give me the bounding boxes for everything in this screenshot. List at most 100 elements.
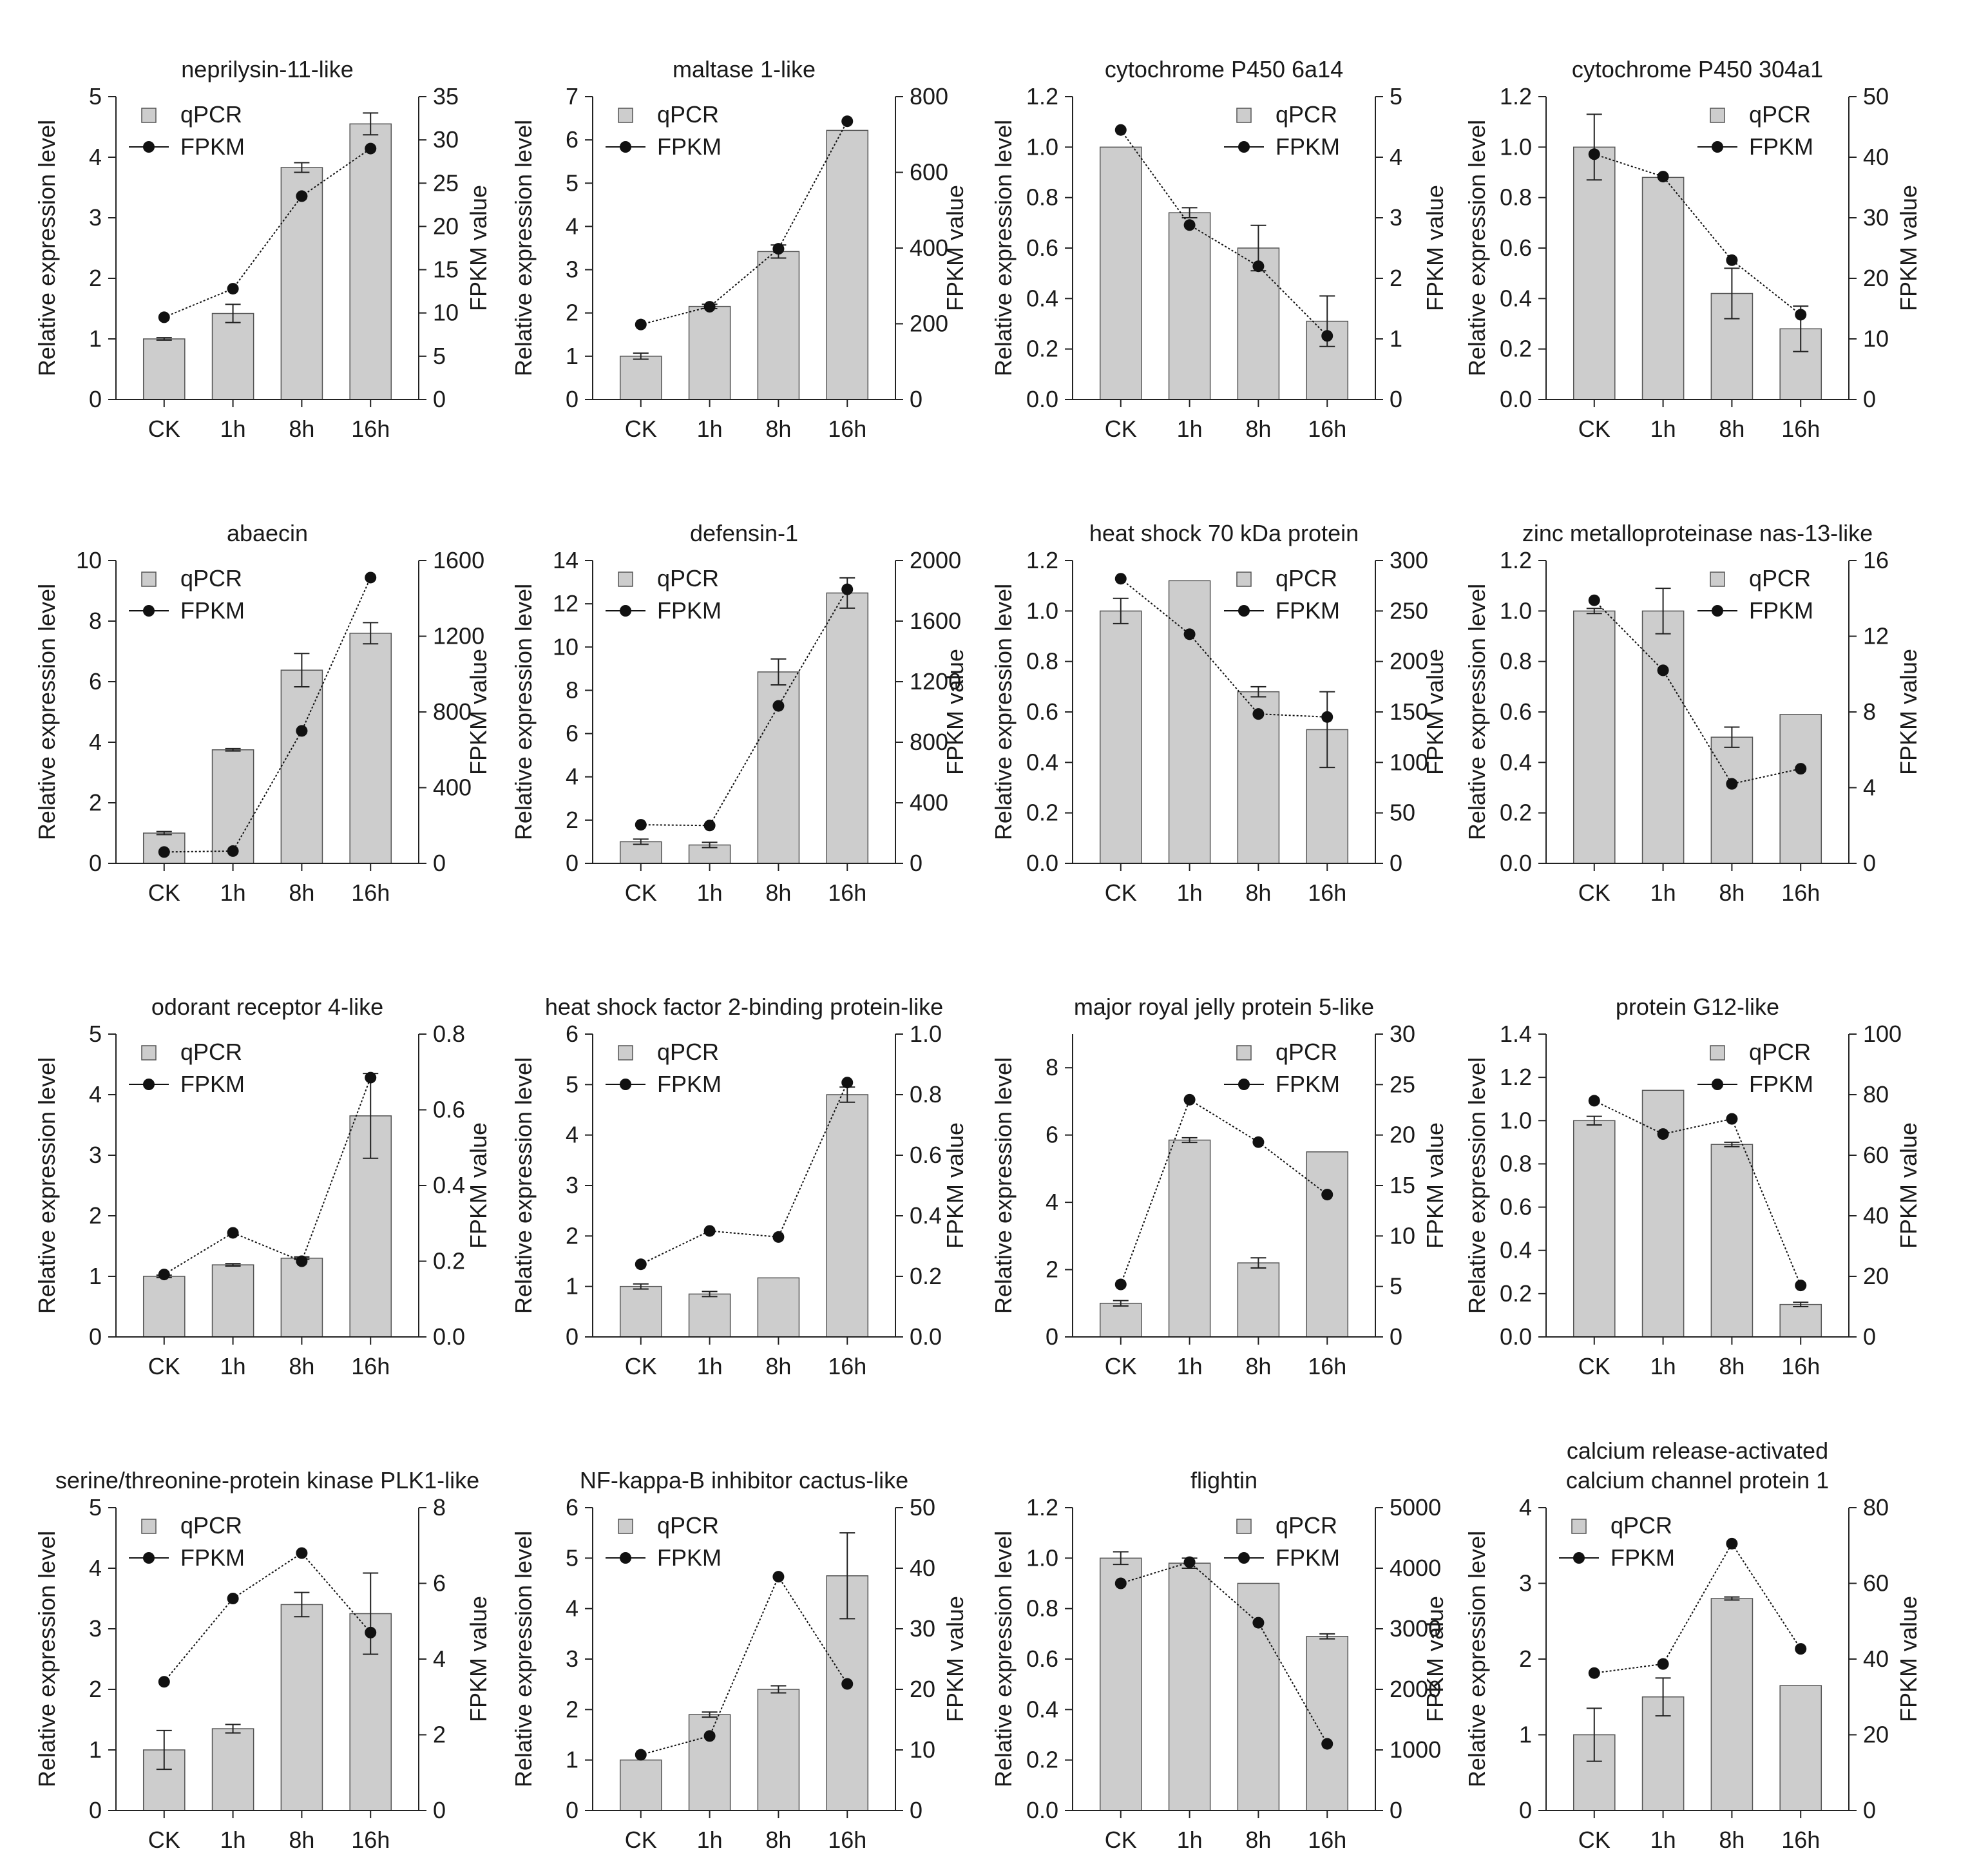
legend-swatch-qpcr	[1571, 1519, 1587, 1534]
y-tick-label: 0.2	[1026, 800, 1058, 826]
x-tick-label: 8h	[765, 879, 791, 906]
fpkm-point	[1252, 708, 1265, 720]
fpkm-line	[1594, 153, 1801, 316]
x-tick-label: 16h	[351, 879, 390, 906]
fpkm-point	[227, 1227, 239, 1239]
fpkm-point	[296, 190, 308, 202]
bar	[1641, 177, 1685, 400]
y2-tick-label: 20	[433, 213, 459, 239]
y2-tick-label: 10	[1390, 1222, 1415, 1249]
fpkm-line	[1120, 1099, 1328, 1285]
y2-tick-label: 50	[1390, 800, 1415, 826]
fpkm-point	[1588, 1667, 1600, 1679]
legend-label-qpcr: qPCR	[1276, 101, 1337, 128]
y-tick-label: 1	[566, 1747, 578, 1773]
y2-tick-label: 5	[433, 343, 446, 369]
x-tick-label: 8h	[1719, 416, 1744, 442]
legend-label-qpcr: qPCR	[1276, 565, 1337, 591]
y-tick-label: 0.2	[1026, 1747, 1058, 1773]
chart-panel-10: heat shock factor 2-binding protein-like…	[510, 994, 968, 1379]
bar	[826, 592, 869, 864]
y-tick-label: 0	[566, 1323, 578, 1350]
y2-tick-label: 0	[910, 386, 922, 412]
fpkm-point	[1795, 763, 1807, 775]
y-tick-label: 5	[89, 83, 102, 110]
y-tick-label: 7	[566, 83, 578, 110]
y2-tick-label: 12	[1863, 623, 1889, 649]
bar	[349, 123, 392, 400]
y2-tick-label: 10	[433, 300, 459, 326]
x-tick-label: 16h	[1781, 1827, 1820, 1853]
legend-swatch-qpcr	[618, 108, 633, 123]
fpkm-point	[1657, 1128, 1669, 1140]
x-tick-label: 1h	[697, 1827, 723, 1853]
legend-marker-fpkm	[1238, 1552, 1250, 1564]
y-tick-label: 8	[1046, 1054, 1058, 1080]
left-axis-label: Relative expression level	[33, 1531, 60, 1787]
y2-tick-label: 400	[910, 789, 948, 816]
left-axis-label: Relative expression level	[510, 1057, 537, 1314]
y2-tick-label: 600	[910, 159, 948, 186]
x-tick-label: 8h	[1245, 416, 1271, 442]
chart-title: odorant receptor 4-like	[151, 994, 383, 1020]
bar	[1306, 1636, 1349, 1811]
y-tick-label: 0.0	[1026, 386, 1058, 412]
right-axis-label: FPKM value	[942, 1596, 968, 1722]
legend-marker-fpkm	[620, 141, 631, 153]
fpkm-point	[772, 1571, 785, 1583]
chart-panel-4: cytochrome P450 304a1 0.0 0.2 0.4 0.6 0.8 1.0 1…	[1464, 56, 1922, 442]
x-tick-label: 8h	[1245, 879, 1271, 906]
y-tick-label: 0.6	[1026, 235, 1058, 261]
bar	[1641, 1090, 1685, 1338]
y-tick-label: 1.0	[1026, 133, 1058, 160]
y-tick-label: 0	[89, 850, 102, 876]
legend-label-qpcr: qPCR	[657, 565, 719, 591]
y2-tick-label: 400	[433, 774, 472, 801]
left-axis-label: Relative expression level	[1464, 1531, 1490, 1787]
y-tick-label: 10	[553, 633, 578, 660]
x-tick-label: 16h	[351, 1353, 390, 1379]
chart-title: maltase 1-like	[673, 56, 816, 82]
x-tick-label: CK	[1105, 416, 1137, 442]
y-tick-label: 0	[1519, 1797, 1532, 1823]
chart-title: abaecin	[227, 520, 308, 546]
left-axis-label: Relative expression level	[1464, 1057, 1490, 1314]
bar	[1168, 580, 1211, 864]
bar	[619, 841, 662, 864]
y-tick-label: 1.2	[1026, 547, 1058, 573]
x-tick-label: 16h	[1308, 1353, 1346, 1379]
right-axis-label: FPKM value	[465, 649, 492, 775]
y-tick-label: 0.4	[1026, 1696, 1058, 1722]
chart-title: cytochrome P450 304a1	[1572, 56, 1823, 82]
bar	[1168, 1562, 1211, 1811]
x-tick-label: 16h	[1308, 879, 1346, 906]
y2-tick-label: 80	[1863, 1081, 1889, 1108]
y-tick-label: 2	[566, 300, 578, 326]
fpkm-line	[640, 120, 848, 325]
y-tick-label: 0.8	[1500, 184, 1532, 211]
legend-label-fpkm: FPKM	[1276, 1071, 1340, 1097]
y2-tick-label: 0.6	[910, 1142, 942, 1168]
y-tick-label: 0.6	[1500, 235, 1532, 261]
y2-tick-label: 0	[433, 1797, 446, 1823]
y-tick-label: 5	[566, 169, 578, 196]
y-tick-label: 0.4	[1026, 285, 1058, 311]
bar	[1099, 1557, 1142, 1811]
legend-swatch-qpcr	[1236, 108, 1252, 123]
legend-label-qpcr: qPCR	[180, 1512, 242, 1539]
fpkm-line	[1594, 599, 1801, 785]
x-tick-label: CK	[1105, 879, 1137, 906]
y2-tick-label: 0	[1863, 850, 1876, 876]
bar	[757, 1277, 800, 1338]
y-tick-label: 1.0	[1026, 1544, 1058, 1571]
x-tick-label: 8h	[289, 1353, 314, 1379]
y2-tick-label: 800	[910, 729, 948, 755]
chart-title: protein G12-like	[1616, 994, 1779, 1020]
y2-tick-label: 0.4	[433, 1172, 465, 1198]
y-tick-label: 5	[566, 1544, 578, 1571]
chart-title: major royal jelly protein 5-like	[1074, 994, 1374, 1020]
right-axis-label: FPKM value	[1422, 649, 1448, 775]
y-tick-label: 4	[89, 144, 102, 170]
x-tick-label: 8h	[1719, 1827, 1744, 1853]
y2-tick-label: 1600	[910, 608, 961, 634]
